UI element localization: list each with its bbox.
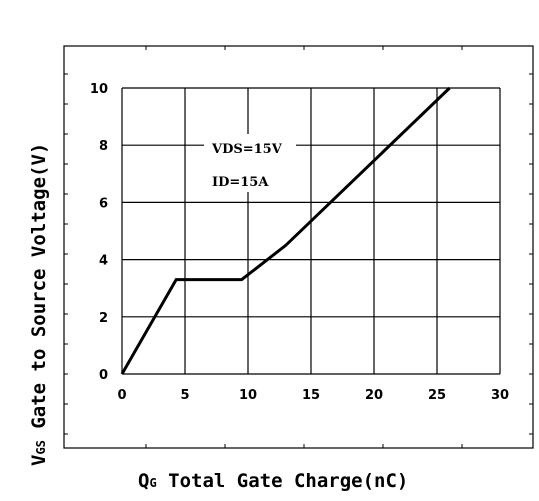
- y-axis-label-v: V: [28, 455, 50, 466]
- y-axis-label-rest: Gate to Source Voltage(V): [28, 143, 50, 440]
- x-axis-label-rest: Total Gate Charge(nC): [157, 470, 409, 492]
- annotation-vds: VDS=15V: [211, 142, 283, 157]
- y-axis-label-sub: GS: [34, 440, 48, 454]
- annotation-id: ID=15A: [212, 175, 269, 190]
- x-tick-label: 0: [117, 388, 126, 403]
- x-tick-label: 25: [428, 388, 446, 403]
- x-axis-label: QG Total Gate Charge(nC): [138, 470, 408, 492]
- y-tick-label: 4: [99, 254, 108, 269]
- y-axis-label: VGS Gate to Source Voltage(V): [28, 143, 50, 466]
- x-tick-label: 15: [302, 388, 320, 403]
- tick-labels: 0 5 10 15 20 25 30 0 2 4 6 8 10: [90, 82, 509, 403]
- x-tick-label: 5: [180, 388, 189, 403]
- x-tick-label: 10: [239, 388, 257, 403]
- x-tick-label: 20: [365, 388, 383, 403]
- series-layer: [120, 86, 451, 375]
- x-axis-label-sub: G: [149, 476, 156, 490]
- grid: [64, 46, 533, 448]
- x-axis-label-q: Q: [138, 470, 149, 492]
- series-line: [120, 86, 451, 375]
- y-tick-label: 0: [99, 368, 108, 383]
- y-tick-label: 8: [99, 139, 108, 154]
- y-tick-label: 2: [99, 311, 108, 326]
- outer-frame: [63, 45, 534, 449]
- y-tick-label: 10: [90, 82, 108, 97]
- y-tick-label: 6: [99, 196, 108, 211]
- annotation-box: [204, 134, 296, 192]
- x-tick-label: 30: [491, 388, 509, 403]
